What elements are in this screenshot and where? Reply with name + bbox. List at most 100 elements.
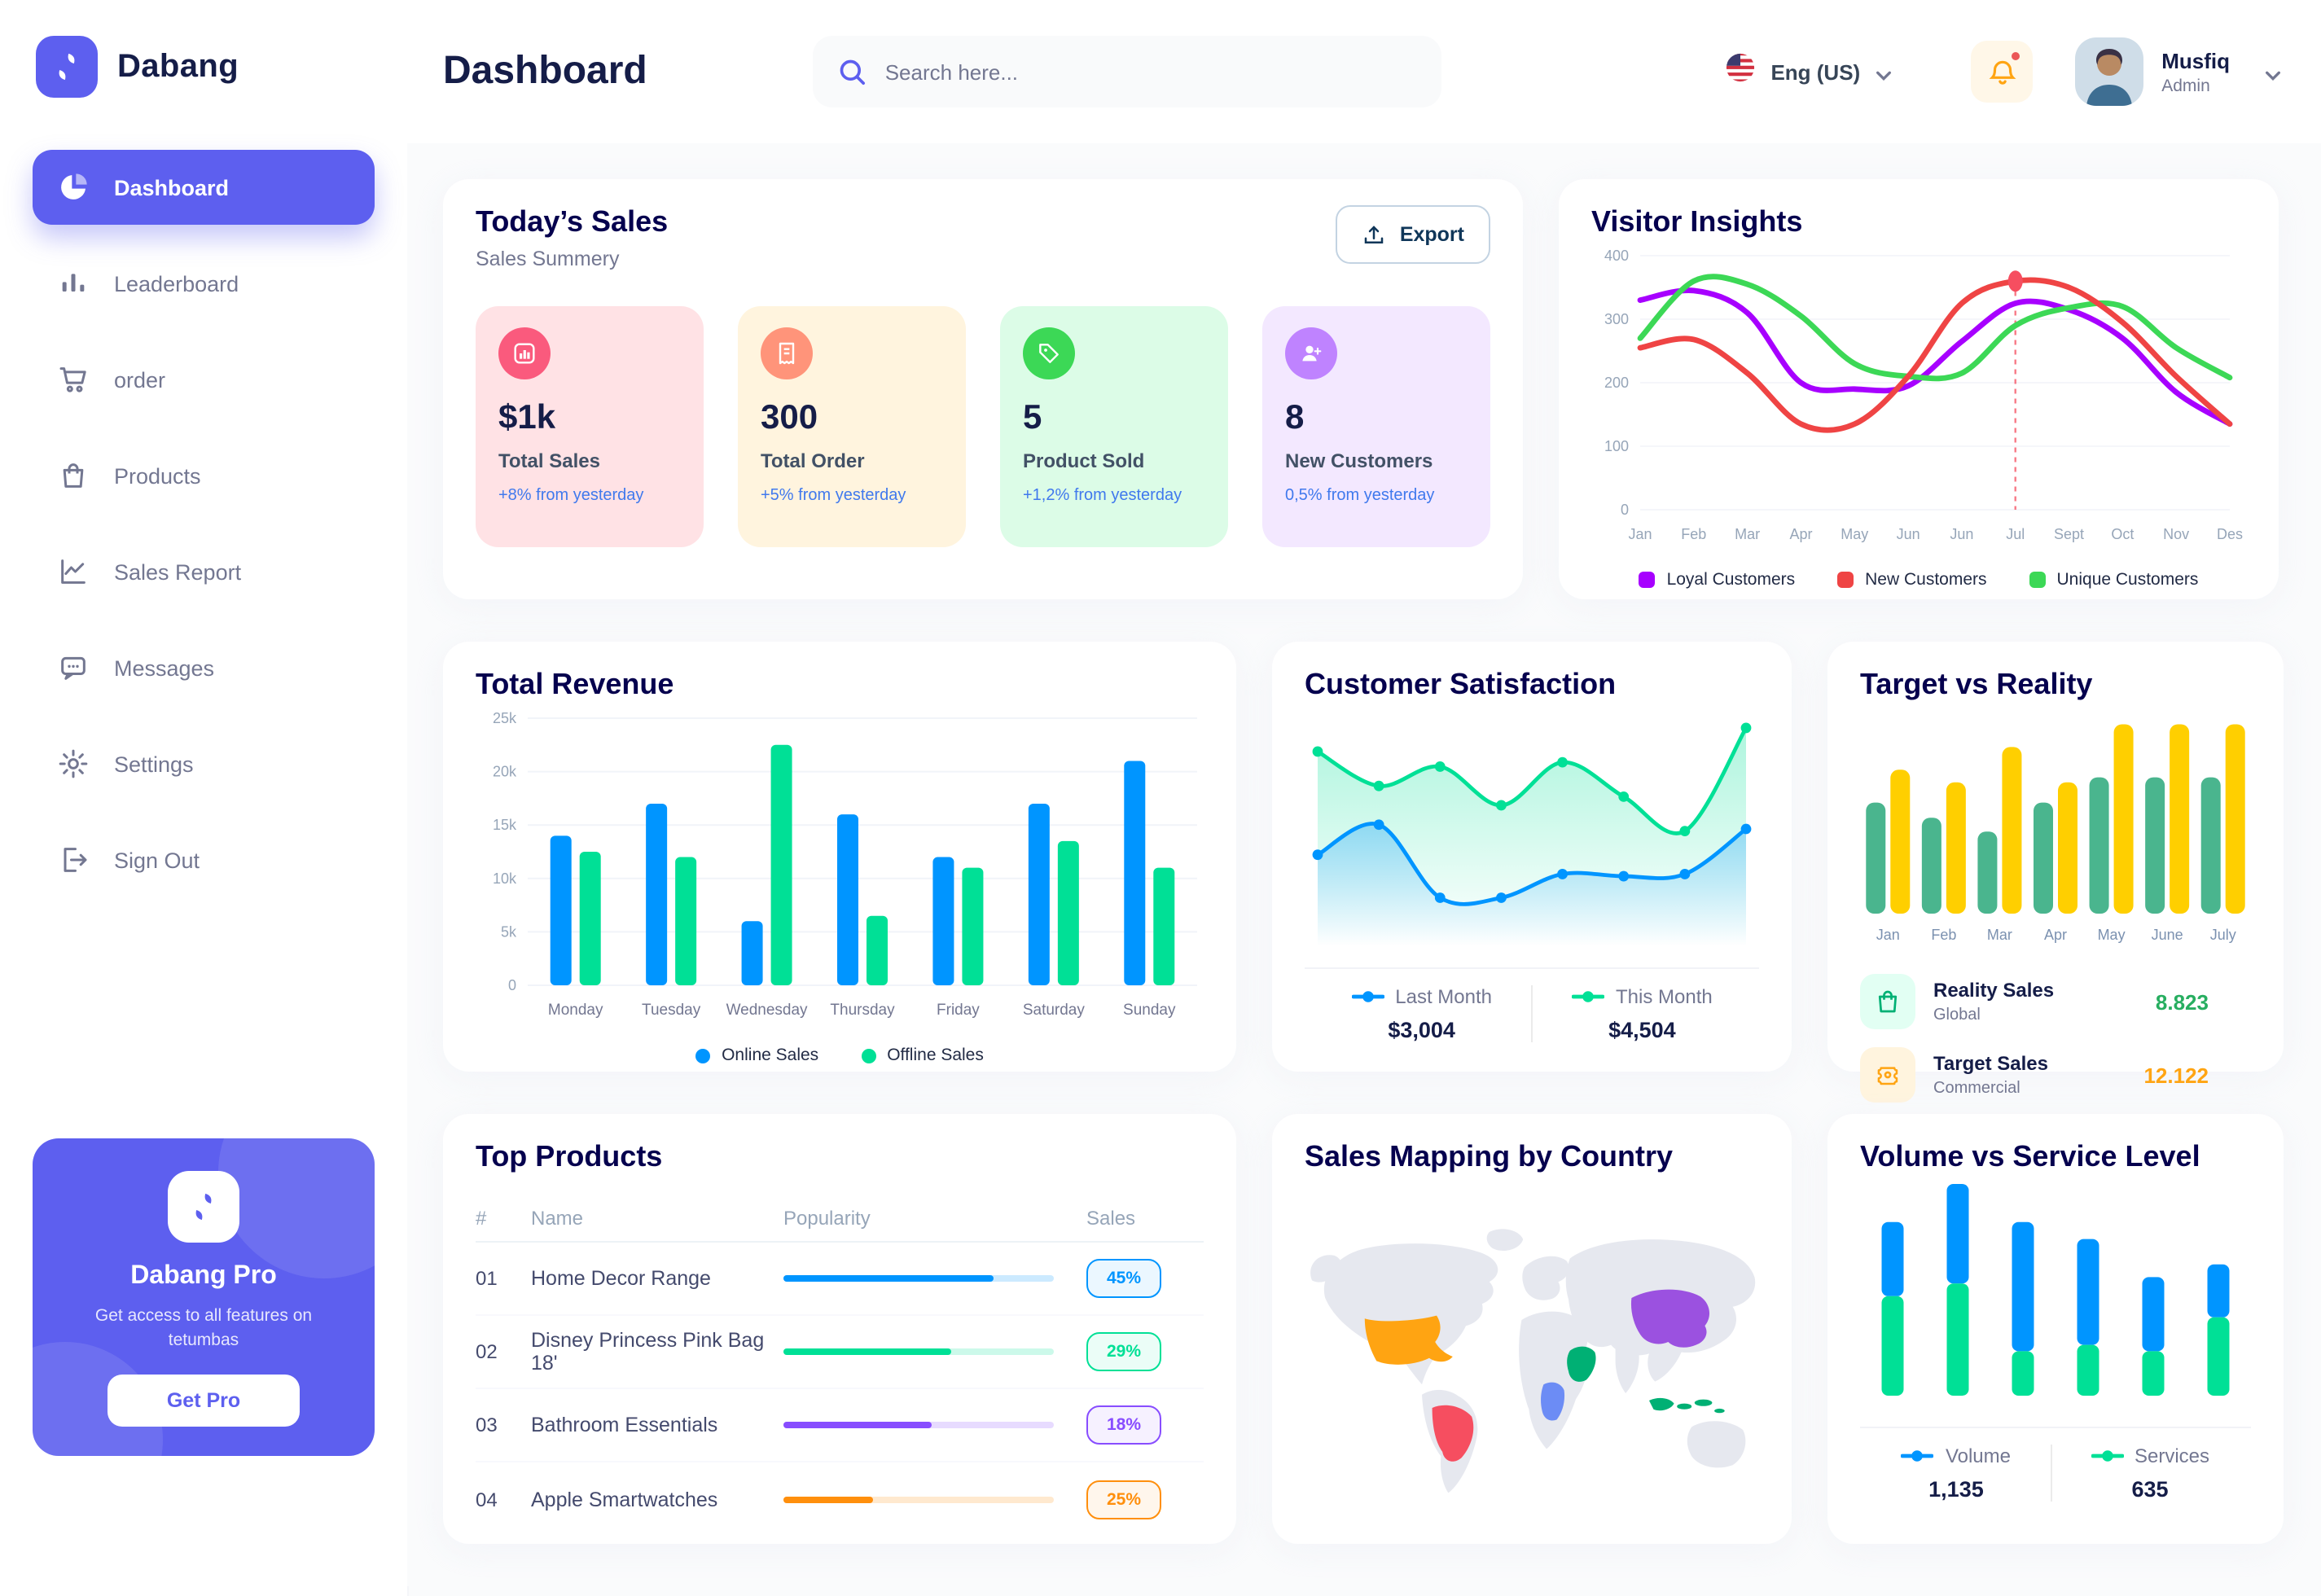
legend-value: 8.823 [2155, 989, 2209, 1014]
svg-text:Saturday: Saturday [1023, 1002, 1086, 1019]
target-vs-reality-card: Target vs Reality Jan Feb Mar Apr May June Jul… [1827, 642, 2284, 1103]
map-china [1630, 1289, 1710, 1348]
stat-value: 300 [761, 399, 818, 436]
sidebar-nav: Dashboard Leaderboard order Products Sal… [0, 150, 407, 919]
sidebar-item-leaderboard[interactable]: Leaderboard [33, 246, 375, 321]
legend-item: New Customers [1837, 570, 1987, 590]
stat-user-icon [1285, 327, 1337, 379]
legend-item: Unique Customers [2029, 570, 2198, 590]
sidebar-item-settings[interactable]: Settings [33, 726, 375, 801]
map-saudi-arabia [1567, 1346, 1596, 1382]
sidebar-item-label: Settings [114, 752, 194, 776]
signout-icon [57, 844, 90, 876]
topbar: Dashboard Eng (US) [407, 0, 2321, 143]
volume-service-chart [1881, 1184, 2230, 1396]
map-indonesia [1714, 1408, 1725, 1414]
visitor-insights-chart: 400 300 200 100 0 Jan Feb Mar Apr May Jun Jun Jul Sep… [1604, 248, 2243, 542]
popularity-bar [783, 1348, 1054, 1355]
svg-text:May: May [1841, 526, 1868, 542]
visitor-insights-legend: Loyal Customers New Customers Unique Custo… [1591, 570, 2246, 590]
legend-item: Volume 1,135 [1863, 1445, 2050, 1502]
svg-text:Apr: Apr [1789, 526, 1812, 542]
map-indonesia [1649, 1397, 1674, 1411]
svg-text:May: May [2098, 927, 2126, 943]
sales-badge: 18% [1086, 1405, 1161, 1445]
svg-text:0: 0 [508, 977, 516, 993]
map-dr-congo [1541, 1382, 1565, 1421]
svg-text:Tuesday: Tuesday [642, 1002, 701, 1019]
svg-text:20k: 20k [493, 764, 517, 780]
map-brazil [1432, 1405, 1474, 1462]
divider [1860, 1427, 2251, 1428]
search-input[interactable] [813, 36, 1442, 107]
legend-subtitle: Global [1933, 1006, 1981, 1024]
popularity-bar [783, 1275, 1054, 1282]
stat-bar-icon [498, 327, 551, 379]
sidebar-item-order[interactable]: order [33, 342, 375, 417]
volume-service-card: Volume vs Service Level Volume 1,135 Servi… [1827, 1114, 2284, 1544]
target-vs-reality-legend: Reality Sales Global 8.823 Target Sales … [1860, 974, 2251, 1103]
map-indonesia [1677, 1403, 1692, 1410]
legend-value: 12.122 [2143, 1063, 2209, 1087]
svg-text:Thursday: Thursday [830, 1002, 895, 1019]
svg-text:300: 300 [1604, 311, 1629, 327]
sidebar-item-label: Dashboard [114, 175, 230, 200]
cart-icon [57, 363, 90, 396]
sidebar-item-dashboard[interactable]: Dashboard [33, 150, 375, 225]
svg-text:Mar: Mar [1987, 927, 2012, 943]
svg-text:July: July [2210, 927, 2236, 943]
sidebar: Dabang Dashboard Leaderboard order Produ… [0, 0, 407, 1596]
sidebar-item-label: Sales Report [114, 559, 242, 584]
svg-text:Des: Des [2217, 526, 2243, 542]
sales-mapping-card: Sales Mapping by Country [1272, 1114, 1792, 1544]
legend-item: This Month $4,504 [1531, 985, 1752, 1042]
ticket-tile-icon [1860, 1047, 1915, 1103]
language-selector[interactable]: Eng (US) [1725, 52, 1893, 91]
map-australia [1687, 1421, 1746, 1468]
sidebar-item-label: Messages [114, 656, 215, 680]
svg-text:400: 400 [1604, 248, 1629, 264]
map-indonesia [1694, 1399, 1713, 1406]
map-united-states [1364, 1315, 1453, 1365]
sidebar-item-products[interactable]: Products [33, 438, 375, 513]
svg-text:Apr: Apr [2044, 927, 2067, 943]
todays-sales-card: Today’s Sales Sales Summery Export $1k T… [443, 179, 1523, 599]
avatar [2075, 37, 2144, 106]
total-revenue-chart: 0 5k 10k 15k 20k 25k Monday Tuesday Wednesday Thu… [493, 710, 1197, 1019]
customer-satisfaction-title: Customer Satisfaction [1305, 668, 1617, 700]
brand-name: Dabang [117, 48, 239, 84]
bell-icon [1988, 59, 2016, 84]
sidebar-item-label: order [114, 367, 166, 392]
notifications-button[interactable] [1971, 41, 2034, 103]
todays-sales-subtitle: Sales Summery [476, 248, 620, 270]
legend-item: Offline Sales [861, 1046, 984, 1065]
sidebar-item-messages[interactable]: Messages [33, 630, 375, 705]
export-button[interactable]: Export [1336, 205, 1490, 264]
map-greenland [1486, 1229, 1524, 1252]
sidebar-item-sign-out[interactable]: Sign Out [33, 822, 375, 897]
table-row: 02 Disney Princess Pink Bag 18' 29% [476, 1316, 1204, 1389]
get-pro-button[interactable]: Get Pro [107, 1375, 300, 1427]
stat-delta: +1,2% from yesterday [1023, 487, 1182, 505]
user-name: Musfiq [2161, 48, 2230, 72]
search-icon [836, 55, 869, 88]
sales-stat-card: 5 Product Sold +1,2% from yesterday [1000, 306, 1228, 547]
stat-order-icon [761, 327, 813, 379]
main-area: Dashboard Eng (US) [407, 0, 2321, 1596]
svg-text:Feb: Feb [1681, 526, 1706, 542]
customer-satisfaction-card: Customer Satisfaction Last Month $3,004 Th… [1272, 642, 1792, 1072]
map-europe [1522, 1256, 1569, 1300]
product-name: Bathroom Essentials [531, 1414, 718, 1436]
sales-stat-card: 8 New Customers 0,5% from yesterday [1262, 306, 1490, 547]
svg-text:June: June [2152, 927, 2183, 943]
legend-item: Last Month $3,004 [1312, 985, 1531, 1042]
sales-mapping-title: Sales Mapping by Country [1305, 1140, 1674, 1173]
product-number: 02 [476, 1340, 498, 1363]
product-number: 01 [476, 1267, 498, 1290]
chat-icon [57, 651, 90, 684]
column-header: # [476, 1206, 487, 1229]
sidebar-item-sales-report[interactable]: Sales Report [33, 534, 375, 609]
product-number: 03 [476, 1414, 498, 1436]
user-menu[interactable]: Musfiq Admin [2075, 37, 2282, 106]
legend-row: Target Sales Commercial 12.122 [1860, 1047, 2251, 1103]
